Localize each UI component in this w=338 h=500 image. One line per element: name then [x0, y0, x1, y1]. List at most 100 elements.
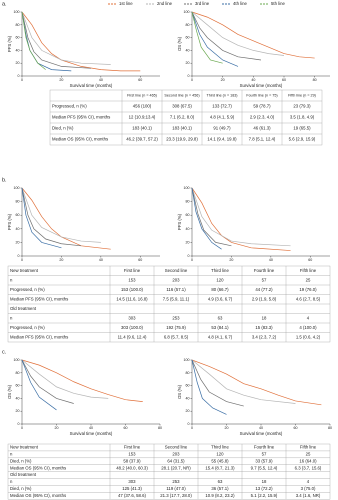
table-cell: 36 (57.1): [211, 486, 229, 491]
table-cell: 4.6 (2.7, 8.5): [296, 296, 321, 301]
x-tick-label: 60: [138, 78, 142, 82]
table-cell: 183 (40.1): [172, 126, 192, 131]
table-header-cell: New treatment: [10, 445, 39, 450]
table-cell: Median PFS (95% CI), months: [10, 334, 68, 339]
y-axis-label: OS (%): [7, 384, 12, 399]
table-cell: 9.7 (5.5, 12.4): [251, 465, 278, 470]
table-cell: 183 (40.1): [132, 126, 152, 131]
table-cell: 11.4 (9.6, 12.4): [118, 334, 147, 339]
table-cell: 303: [128, 315, 136, 320]
table-cell: 120: [216, 451, 224, 456]
table-cell: Median PFS (95% CI), months: [52, 115, 110, 120]
table-cell: 203: [172, 277, 180, 282]
table-cell: 153: [128, 451, 136, 456]
table-cell: 303: [128, 479, 136, 484]
survival-curve: [21, 187, 111, 250]
table-cell: 63: [218, 479, 223, 484]
y-tick-label: 20: [16, 61, 20, 65]
y-tick-label: 60: [16, 213, 20, 217]
table-cell: 10.9 (8.2, 23.2): [205, 493, 235, 498]
y-tick-label: 40: [186, 396, 190, 400]
table-cell: 6.3 (3.7, 15.6): [295, 465, 322, 470]
survival-curve: [191, 187, 291, 247]
y-tick-label: 40: [186, 48, 190, 52]
table-header-cell: Third line: [211, 445, 229, 450]
table-cell: 2.9 (1.9, 5.8): [252, 296, 277, 301]
table-cell: Median OS (95% CI), months: [52, 137, 108, 142]
table-cell: 4 (100.0): [299, 325, 317, 330]
y-axis-label: PFS (%): [7, 35, 12, 52]
x-tick-label: 60: [124, 426, 128, 430]
y-tick-label: 80: [16, 200, 20, 204]
table-cell: 303 (100.0): [121, 325, 144, 330]
table-cell: Median OS (95% CI), months: [10, 493, 66, 498]
table-header-cell: Fourth line: [254, 268, 275, 273]
y-tick-label: 20: [16, 240, 20, 244]
table-header-cell: Second line: [165, 268, 188, 273]
survival-curve: [191, 187, 291, 251]
x-axis-label: Survival time (months): [240, 431, 283, 436]
survival-curve: [191, 11, 223, 64]
y-axis-label: OS (%): [177, 384, 182, 399]
panel-label: b.: [2, 177, 7, 183]
x-tick-label: 40: [259, 426, 263, 430]
table-cell: n: [10, 451, 13, 456]
y-tick-label: 40: [16, 227, 20, 231]
table-cell: 53 (84.1): [211, 325, 229, 330]
y-tick-label: 40: [16, 396, 20, 400]
table-cell: 116 (57.1): [166, 287, 186, 292]
x-tick-label: 60: [294, 426, 298, 430]
survival-curve: [191, 359, 244, 407]
table-cell: 23 (79.3): [293, 104, 311, 109]
x-tick-label: 0: [21, 258, 23, 262]
survival-curve: [21, 187, 82, 247]
survival-curve: [21, 11, 141, 72]
y-tick-label: 100: [184, 186, 190, 190]
survival-curve: [21, 359, 109, 399]
table-header-cell: Third line (n = 183): [206, 93, 237, 97]
table-cell: 13 (72.2): [255, 486, 273, 491]
x-tick-label: 80: [313, 78, 317, 82]
y-axis-label: OS (%): [177, 36, 182, 51]
table-header-cell: First line: [124, 445, 141, 450]
table-cell: Progressed, n (%): [52, 104, 87, 109]
table-header-cell: Fourth line (n = 75): [246, 93, 277, 97]
table-cell: 18: [262, 479, 267, 484]
table-cell: 153: [128, 277, 136, 282]
x-tick-label: 20: [229, 258, 233, 262]
y-tick-label: 60: [16, 384, 20, 388]
table-cell: 5.6 (2.9, 15.9): [289, 137, 316, 142]
table-header-cell: Fifth line (n = 29): [288, 93, 316, 97]
table-cell: n: [10, 479, 13, 484]
legend-label: 4th line: [233, 1, 247, 6]
table-cell: 18: [262, 315, 267, 320]
y-tick-label: 100: [14, 186, 20, 190]
x-tick-label: 0: [191, 78, 193, 82]
y-tick-label: 100: [14, 358, 20, 362]
x-tick-label: 40: [269, 258, 273, 262]
table-cell: Old treatment: [10, 306, 37, 311]
table-cell: 33 (57.9): [255, 458, 273, 463]
table-cell: 4: [307, 315, 310, 320]
x-tick-label: 0: [191, 426, 193, 430]
table-cell: 4: [307, 479, 310, 484]
table-cell: 48.2 (40.0, 60.3): [116, 465, 148, 470]
survival-curve: [191, 11, 239, 67]
y-tick-label: 80: [186, 371, 190, 375]
y-tick-label: 100: [184, 358, 190, 362]
x-tick-label: 40: [251, 78, 255, 82]
table-cell: 21.3 (17.7, 28.0): [160, 493, 192, 498]
x-axis-label: Survival time (months): [70, 431, 113, 436]
x-tick-label: 20: [225, 426, 229, 430]
table-cell: 3.5 (1.8, 4.9): [290, 115, 315, 120]
table-cell: Old treatment: [10, 472, 37, 477]
table-header-cell: First line (n = 465): [127, 93, 157, 97]
x-tick-label: 80: [328, 426, 332, 430]
y-tick-label: 0: [18, 422, 20, 426]
table-cell: 47 (37.6, 58.6): [118, 493, 147, 498]
y-tick-label: 40: [186, 227, 190, 231]
survival-curve: [21, 11, 111, 65]
survival-curve: [191, 187, 232, 247]
table-header-cell: Fifth line: [300, 445, 317, 450]
y-tick-label: 80: [16, 23, 20, 27]
